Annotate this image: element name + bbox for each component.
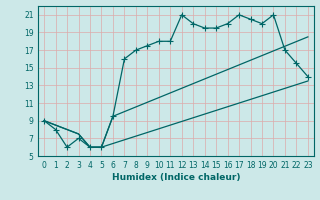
- X-axis label: Humidex (Indice chaleur): Humidex (Indice chaleur): [112, 173, 240, 182]
